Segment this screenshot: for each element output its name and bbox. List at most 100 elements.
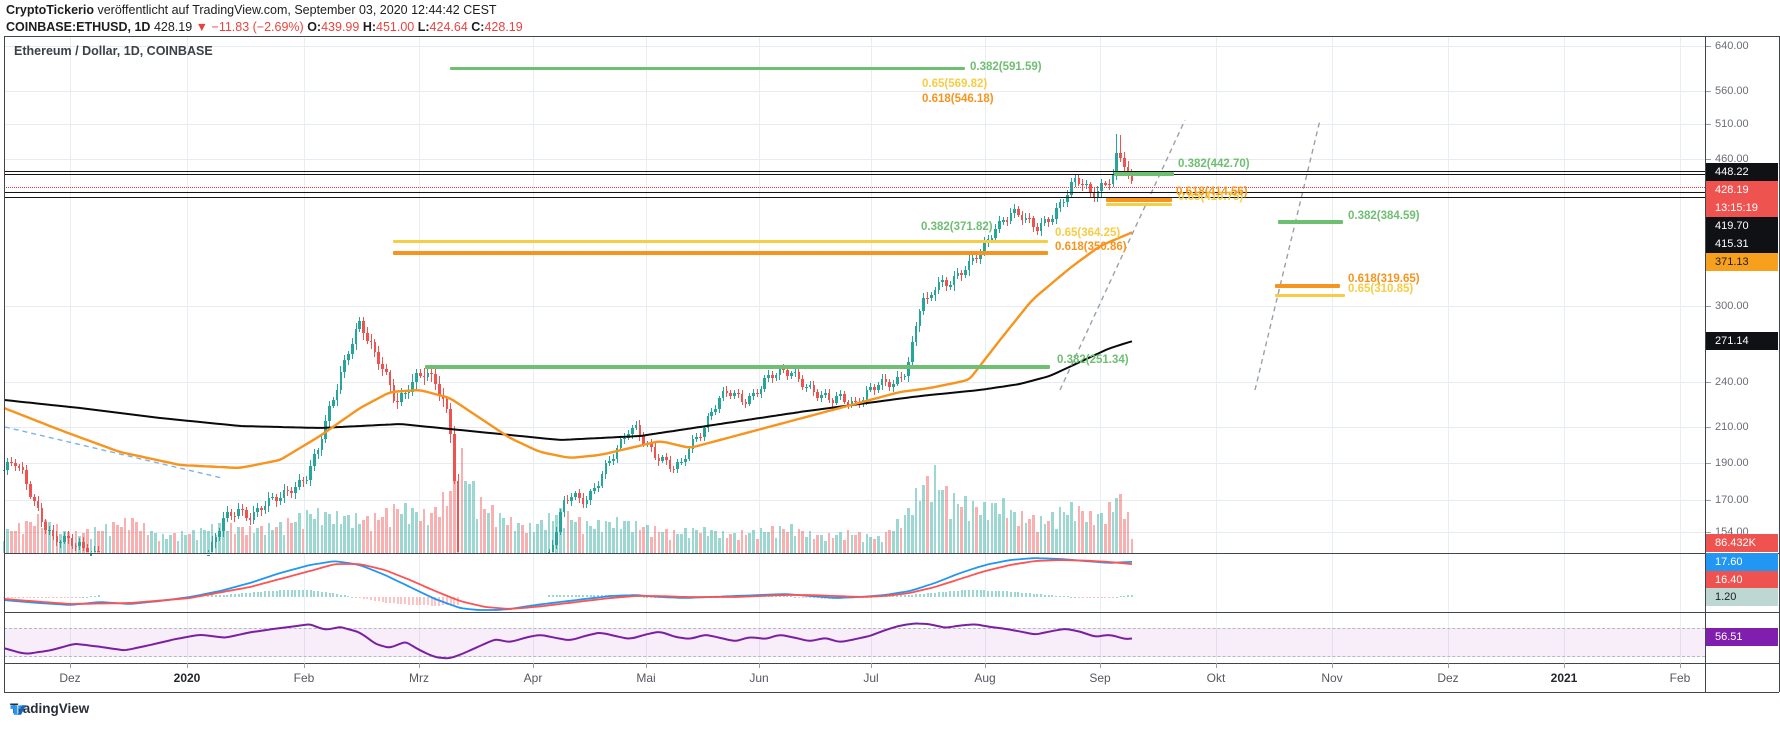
volume-bar	[97, 531, 100, 553]
candle-body	[388, 371, 392, 386]
volume-bar	[252, 533, 256, 553]
macd-histogram-bar	[604, 594, 607, 597]
volume-bar	[1017, 526, 1020, 553]
volume-bar	[10, 531, 13, 553]
volume-bar	[1100, 512, 1103, 553]
time-axis-label[interactable]: Aug	[974, 671, 996, 685]
volume-bar	[150, 530, 153, 553]
candle-body	[331, 399, 335, 407]
price-axis-label[interactable]: 240.00	[1715, 376, 1749, 388]
macd-histogram-bar	[1021, 592, 1024, 597]
time-axis-label[interactable]: Mrz	[409, 671, 429, 685]
price-badge-86-432K: 86.432K	[1706, 534, 1778, 552]
price-badge-271-14: 271.14	[1706, 332, 1778, 350]
volume-bar	[135, 522, 138, 553]
time-axis-label[interactable]: Nov	[1321, 671, 1343, 685]
volume-bar	[1104, 524, 1107, 553]
price-axis-label[interactable]: 460.00	[1715, 153, 1749, 165]
volume-bar	[952, 492, 956, 553]
volume-bar	[1043, 523, 1047, 553]
volume-bar	[680, 534, 683, 553]
time-axis-label[interactable]: Apr	[523, 671, 543, 685]
time-axis-label[interactable]: Jun	[749, 671, 769, 685]
time-axis-label[interactable]: Dez	[59, 671, 81, 685]
price-axis-label[interactable]: 640.00	[1715, 40, 1749, 52]
last-price-dotted-line	[4, 186, 1705, 188]
chart-border-top	[4, 36, 1779, 37]
volume-bar	[907, 507, 910, 553]
price-gridline	[4, 463, 1705, 464]
volume-bar	[1051, 511, 1054, 553]
time-axis-label[interactable]: 2020	[173, 671, 201, 685]
time-axis-label[interactable]: Dez	[1437, 671, 1459, 685]
candle-body	[48, 530, 51, 532]
time-axis-label[interactable]: Mai	[636, 671, 656, 685]
volume-bar	[547, 513, 551, 553]
candle-body	[343, 359, 346, 372]
price-axis-tick	[1706, 532, 1711, 533]
volume-bar	[517, 523, 521, 553]
volume-bar	[260, 525, 263, 553]
candle-body	[752, 392, 755, 396]
volume-bar	[755, 539, 759, 553]
candle-wick	[60, 539, 62, 548]
volume-bar	[339, 524, 343, 553]
macd-histogram-bar	[1009, 591, 1012, 597]
volume-bar	[574, 521, 577, 553]
time-axis-label[interactable]: Sep	[1089, 671, 1111, 685]
time-gridline	[70, 36, 71, 663]
price-axis-label[interactable]: 560.00	[1715, 85, 1749, 97]
candle-body	[324, 420, 328, 440]
candle-body	[252, 512, 256, 520]
volume-bar	[1073, 521, 1077, 553]
candle-body	[661, 457, 664, 461]
time-gridline	[1564, 36, 1565, 663]
chart-legend[interactable]: Ethereum / Dollar, 1D, COINBASE	[14, 44, 213, 58]
candle-body	[593, 487, 596, 492]
volume-bar	[869, 537, 873, 553]
time-axis-label[interactable]: Okt	[1206, 671, 1226, 685]
volume-bar	[36, 514, 40, 553]
candle-body	[547, 552, 551, 554]
volume-bar	[634, 520, 638, 553]
candle-body	[263, 506, 267, 511]
price-axis-label[interactable]: 210.00	[1715, 421, 1749, 433]
candle-body	[373, 342, 377, 352]
price-gridline	[4, 159, 1705, 160]
candle-body	[1104, 183, 1107, 185]
macd-histogram-bar	[551, 594, 554, 597]
volume-bar	[506, 525, 509, 553]
price-axis-label[interactable]: 300.00	[1715, 300, 1749, 312]
candle-body	[596, 485, 600, 488]
candle-body	[733, 393, 736, 396]
candle-body	[381, 364, 384, 370]
candle-body	[456, 480, 460, 552]
volume-bar	[384, 507, 388, 553]
candle-body	[918, 311, 922, 326]
volume-bar	[407, 523, 411, 553]
candle-body	[672, 468, 676, 471]
macd-histogram-bar	[680, 597, 683, 599]
time-axis-label[interactable]: Feb	[293, 671, 315, 685]
volume-bar	[642, 527, 645, 553]
candle-wick	[260, 506, 262, 516]
time-axis-label[interactable]: Jul	[863, 671, 879, 685]
macd-histogram-bar	[377, 597, 380, 602]
symbol-label[interactable]: COINBASE:ETHUSD, 1D	[6, 20, 151, 34]
price-axis-label[interactable]: 190.00	[1715, 457, 1749, 469]
price-axis-label[interactable]: 510.00	[1715, 118, 1749, 130]
volume-bar	[619, 528, 623, 553]
volume-bar	[684, 528, 687, 553]
candle-body	[267, 497, 271, 507]
price-gridline	[4, 46, 1705, 47]
volume-bar	[608, 522, 611, 553]
price-axis-label[interactable]: 170.00	[1715, 494, 1749, 506]
macd-histogram-bar	[230, 594, 233, 597]
macd-histogram-bar	[97, 595, 100, 597]
candle-body	[271, 496, 275, 499]
time-axis-label[interactable]: 2021	[1550, 671, 1578, 685]
time-axis-label[interactable]: Feb	[1669, 671, 1691, 685]
macd-histogram-bar	[25, 597, 28, 599]
open-label: O:	[307, 20, 322, 34]
